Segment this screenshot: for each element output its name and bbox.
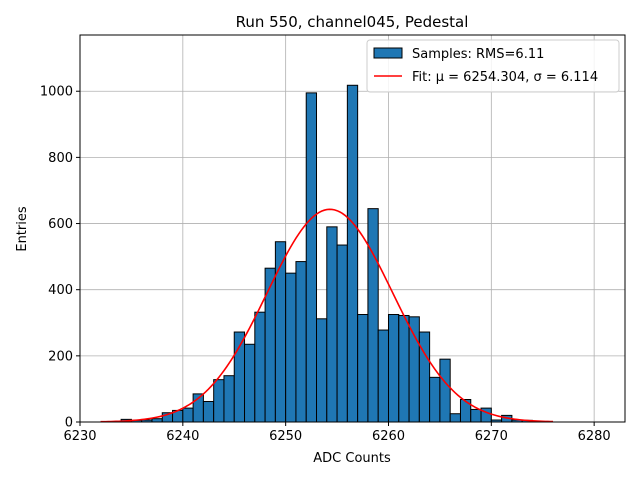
histogram-bars: [120, 84, 544, 423]
histogram-bar: [408, 316, 420, 423]
legend-histogram-label: Samples: RMS=6.11: [412, 47, 544, 62]
x-tick-label: 6240: [166, 429, 199, 444]
y-tick-label: 1000: [40, 85, 73, 100]
histogram-bar: [274, 241, 287, 423]
histogram-bar: [182, 407, 194, 423]
histogram-bar: [346, 84, 359, 423]
histogram-bar: [449, 413, 461, 423]
histogram-bar: [305, 92, 318, 423]
histogram-bar: [336, 244, 348, 423]
histogram-bar: [367, 208, 379, 423]
histogram-bar: [377, 329, 389, 423]
histogram-bar: [418, 331, 431, 423]
x-tick-label: 6260: [372, 429, 405, 444]
histogram-bar: [254, 311, 266, 423]
x-axis-label: ADC Counts: [313, 451, 391, 466]
chart-title: Run 550, channel045, Pedestal: [236, 13, 469, 31]
legend-fit-label: Fit: μ = 6254.304, σ = 6.114: [412, 70, 598, 85]
histogram-bar: [387, 314, 400, 423]
histogram-bar: [357, 314, 369, 423]
histogram-bar: [295, 261, 307, 423]
fit-curve: [100, 208, 554, 423]
x-tick-label: 6250: [269, 429, 302, 444]
histogram-bar: [439, 358, 451, 423]
x-tick-label: 6270: [475, 429, 508, 444]
histogram-bar: [213, 379, 225, 423]
histogram-bar: [316, 318, 328, 423]
x-tick-label: 6230: [63, 429, 96, 444]
y-tick-label: 600: [48, 217, 73, 232]
y-tick-label: 200: [48, 349, 73, 364]
y-axis-label: Entries: [15, 206, 30, 252]
legend: Samples: RMS=6.11 Fit: μ = 6254.304, σ =…: [366, 39, 620, 93]
histogram-bar: [470, 408, 482, 423]
histogram-bar: [244, 343, 256, 423]
histogram-bar: [285, 272, 297, 423]
histogram-bar: [202, 400, 215, 423]
histogram-bar: [223, 375, 235, 423]
legend-histogram-swatch: [373, 47, 403, 59]
y-axis-ticks: 0 200 400 600 800 1000: [40, 85, 80, 431]
y-tick-label: 400: [48, 283, 73, 298]
y-tick-label: 800: [48, 151, 73, 166]
histogram-bar: [429, 376, 441, 423]
histogram-bar: [264, 267, 276, 423]
histogram-bar: [398, 314, 410, 423]
y-tick-label: 0: [65, 416, 73, 431]
legend-box: [366, 39, 620, 93]
histogram-bar: [326, 226, 338, 423]
plot-frame: [79, 34, 626, 423]
x-axis-ticks: 6230 6240 6250 6260 6270 6280: [63, 422, 611, 444]
x-tick-label: 6280: [578, 429, 611, 444]
